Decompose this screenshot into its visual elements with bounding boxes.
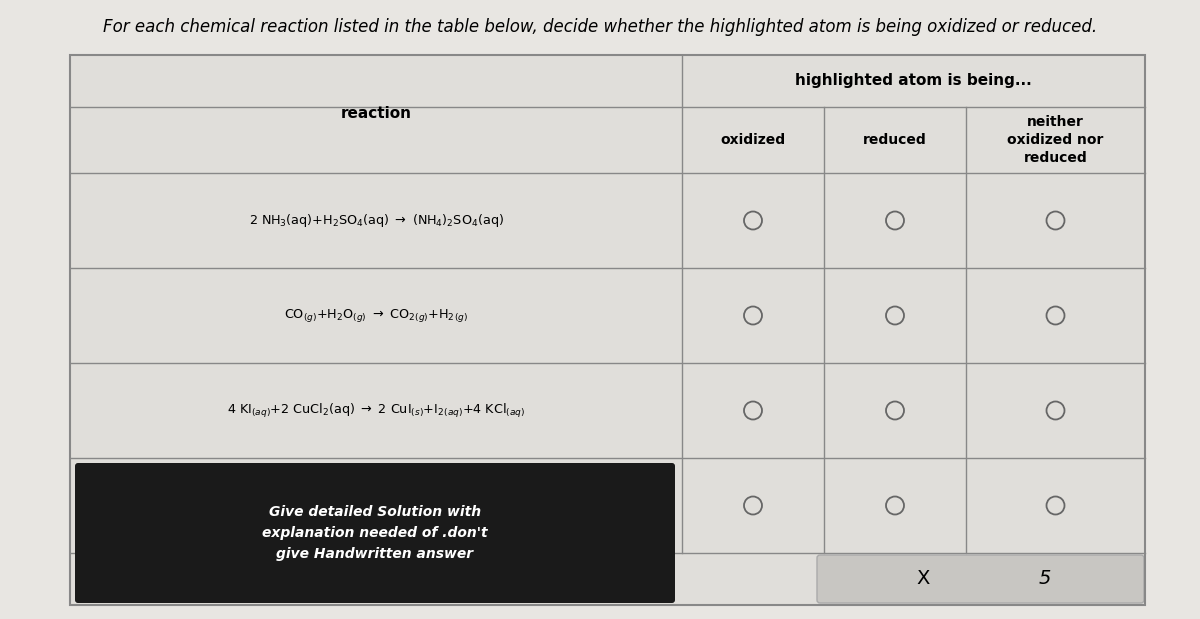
FancyBboxPatch shape (817, 555, 1144, 603)
Text: CO$_{(g)}$+H$_2$O$_{(g)}$ $\rightarrow$ CO$_2$$_{(g)}$+H$_2$$_{(g)}$: CO$_{(g)}$+H$_2$O$_{(g)}$ $\rightarrow$ … (284, 307, 468, 324)
FancyBboxPatch shape (74, 463, 674, 603)
Text: neither
oxidized nor
reduced: neither oxidized nor reduced (1007, 115, 1104, 165)
Text: 5: 5 (1038, 569, 1051, 589)
Bar (70, 55, 1145, 605)
Text: 2 NH$_3$(aq)+H$_2$SO$_4$(aq) $\rightarrow$ (NH$_4$)$_2$SO$_4$(aq): 2 NH$_3$(aq)+H$_2$SO$_4$(aq) $\rightarro… (248, 212, 504, 229)
Text: For each chemical reaction listed in the table below, decide whether the highlig: For each chemical reaction listed in the… (103, 18, 1097, 36)
Text: Give detailed Solution with
explanation needed of .don't
give Handwritten answer: Give detailed Solution with explanation … (262, 505, 488, 561)
Text: highlighted atom is being...: highlighted atom is being... (796, 74, 1032, 89)
Text: reaction: reaction (341, 106, 412, 121)
Text: X: X (916, 569, 930, 589)
Bar (70, 55, 1145, 605)
Text: 4 KI$_{(aq)}$+2 CuCl$_2$(aq) $\rightarrow$ 2 CuI$_{(s)}$+I$_2$$_{(aq)}$+4 KCl$_{: 4 KI$_{(aq)}$+2 CuCl$_2$(aq) $\rightarro… (227, 402, 526, 420)
Text: reduced: reduced (863, 133, 926, 147)
Text: Na$_2$CO$_3$$_{(s)}$+H$_3$PO$_4$(aq) $\rightarrow$ Na$_2$HPO$_4$(aq)+CO$_2$$_{(g: Na$_2$CO$_3$$_{(s)}$+H$_3$PO$_4$(aq) $\r… (206, 496, 546, 514)
Text: oxidized: oxidized (720, 133, 786, 147)
